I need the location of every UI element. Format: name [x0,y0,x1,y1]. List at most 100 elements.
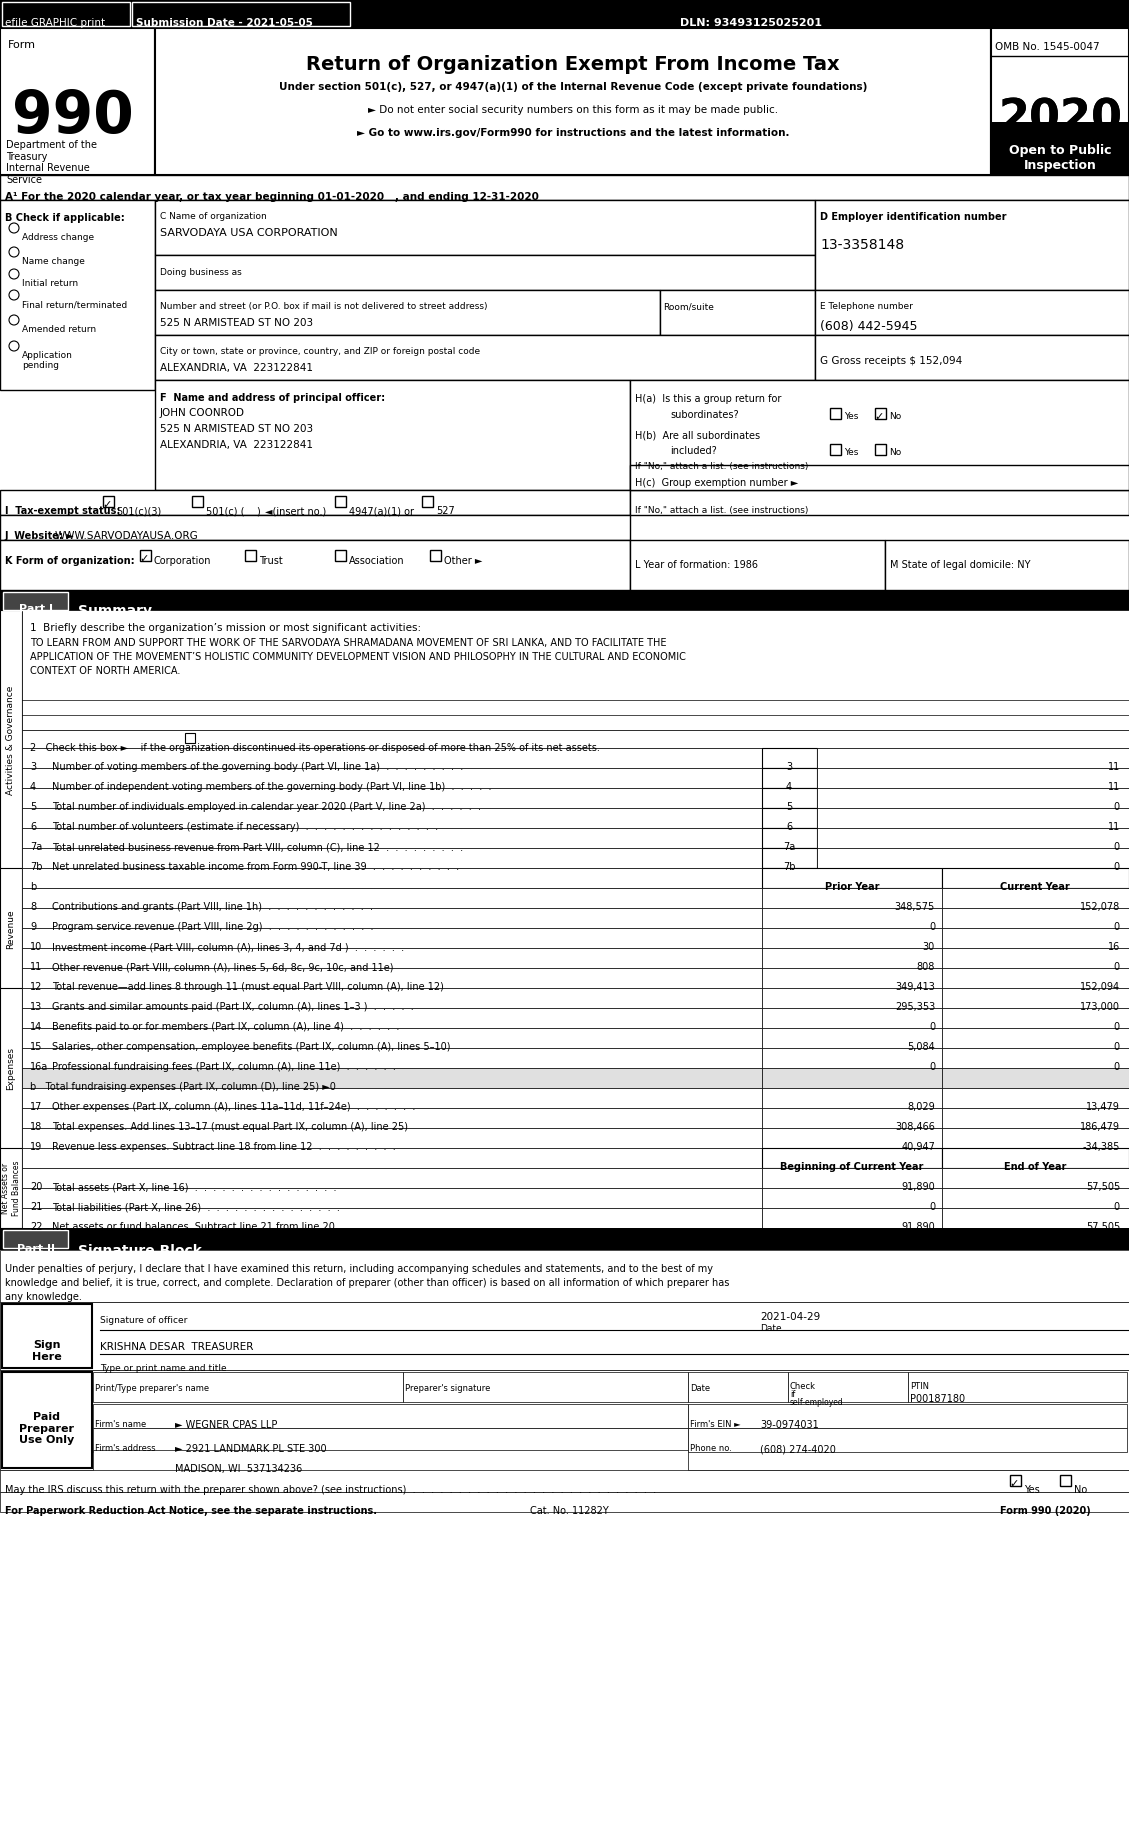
Text: ✓: ✓ [1009,1480,1018,1489]
Bar [630,541,885,590]
Text: Revenue less expenses. Subtract line 18 from line 12  .  .  .  .  .  .  .  .  .: Revenue less expenses. Subtract line 18 … [52,1142,396,1153]
Bar [942,908,1129,928]
Text: 13,479: 13,479 [1086,1102,1120,1113]
Text: ► Do not enter social security numbers on this form as it may be made public.: ► Do not enter social security numbers o… [368,104,778,115]
Text: 7a: 7a [782,842,795,851]
Text: 13: 13 [30,1001,42,1012]
Text: if: if [790,1390,795,1399]
Bar [942,948,1129,968]
Text: 4: 4 [30,782,36,791]
Text: ✓: ✓ [139,554,148,565]
Text: L Year of formation: 1986: L Year of formation: 1986 [634,561,758,570]
Text: If "No," attach a list. (see instructions): If "No," attach a list. (see instruction… [634,462,808,471]
Bar [817,828,1129,848]
Text: Number of independent voting members of the governing body (Part VI, line 1b)  .: Number of independent voting members of … [52,782,491,791]
Bar [21,1089,762,1107]
Bar [942,1107,1129,1127]
Bar [0,1250,1129,1303]
Bar [815,334,1129,380]
Bar [688,1372,788,1401]
Bar [875,407,886,418]
Text: Paid
Preparer
Use Only: Paid Preparer Use Only [19,1412,75,1445]
Text: Final return/terminated: Final return/terminated [21,300,128,309]
Text: 186,479: 186,479 [1080,1122,1120,1133]
Text: Date: Date [760,1325,781,1334]
Text: Initial return: Initial return [21,280,78,289]
Text: (608) 442-5945: (608) 442-5945 [820,320,918,333]
Text: If "No," attach a list. (see instructions): If "No," attach a list. (see instruction… [634,506,808,515]
Bar [140,550,151,561]
Bar [688,1429,1127,1452]
Bar [942,1167,1129,1188]
Text: 0: 0 [1114,862,1120,871]
Bar [155,334,815,380]
Bar [155,256,815,290]
Text: ALEXANDRIA, VA  223122841: ALEXANDRIA, VA 223122841 [160,364,313,373]
Text: Other revenue (Part VIII, column (A), lines 5, 6d, 8c, 9c, 10c, and 11e): Other revenue (Part VIII, column (A), li… [52,963,394,972]
Bar [762,1147,942,1167]
Text: 40,947: 40,947 [901,1142,935,1153]
Text: Total revenue—add lines 8 through 11 (must equal Part VIII, column (A), line 12): Total revenue—add lines 8 through 11 (mu… [52,981,444,992]
Bar [817,767,1129,787]
Bar [0,515,630,541]
Text: No: No [889,448,901,457]
Text: Net assets or fund balances. Subtract line 21 from line 20  .  .  .  .  .  .  .: Net assets or fund balances. Subtract li… [52,1222,400,1231]
Text: PTIN: PTIN [910,1381,929,1390]
Bar [21,1167,762,1188]
Text: SARVODAYA USA CORPORATION: SARVODAYA USA CORPORATION [160,228,338,238]
Bar [830,444,841,455]
Bar [762,988,942,1009]
Bar [0,199,155,389]
Bar [991,27,1129,175]
Text: D Employer identification number: D Employer identification number [820,212,1006,223]
Bar [21,787,762,808]
Bar [1060,1474,1071,1485]
Text: 525 N ARMISTEAD ST NO 203: 525 N ARMISTEAD ST NO 203 [160,424,313,435]
Text: H(c)  Group exemption number ►: H(c) Group exemption number ► [634,479,798,488]
Bar [762,1089,942,1107]
Bar [21,848,762,868]
Text: 10: 10 [30,943,42,952]
Bar [762,808,817,828]
Bar [0,610,21,870]
Bar [21,731,1129,747]
Text: Revenue: Revenue [7,910,16,948]
Text: Prior Year: Prior Year [825,882,879,892]
Text: Total unrelated business revenue from Part VIII, column (C), line 12  .  .  .  .: Total unrelated business revenue from Pa… [52,842,463,851]
Text: 91,890: 91,890 [901,1222,935,1231]
Text: Grants and similar amounts paid (Part IX, column (A), lines 1–3 )  .  .  .  .  .: Grants and similar amounts paid (Part IX… [52,1001,413,1012]
Text: 13-3358148: 13-3358148 [820,238,904,252]
Text: ► 2921 LANDMARK PL STE 300: ► 2921 LANDMARK PL STE 300 [175,1443,326,1454]
Bar [815,199,1129,290]
Bar [93,1451,688,1473]
Text: 808: 808 [917,963,935,972]
Text: Association: Association [349,555,404,566]
Text: Type or print name and title: Type or print name and title [100,1365,227,1374]
Text: 14: 14 [30,1021,42,1032]
Bar [1010,1474,1021,1485]
Text: 0: 0 [1114,923,1120,932]
Text: Phone no.: Phone no. [690,1443,732,1452]
Text: ✓: ✓ [874,413,883,422]
Bar [0,590,1129,612]
Text: 2   Check this box ►    if the organization discontinued its operations or dispo: 2 Check this box ► if the organization d… [30,744,599,753]
Text: Under section 501(c), 527, or 4947(a)(1) of the Internal Revenue Code (except pr: Under section 501(c), 527, or 4947(a)(1)… [279,82,867,91]
Bar [762,1167,942,1188]
Text: 22: 22 [30,1222,43,1231]
Text: Total liabilities (Part X, line 26)  .  .  .  .  .  .  .  .  .  .  .  .  .  .  .: Total liabilities (Part X, line 26) . . … [52,1202,340,1211]
Bar [762,1009,942,1029]
Bar [762,1127,942,1147]
Bar [21,948,762,968]
Text: Program service revenue (Part VIII, line 2g)  .  .  .  .  .  .  .  .  .  .  .  .: Program service revenue (Part VIII, line… [52,923,374,932]
Text: 308,466: 308,466 [895,1122,935,1133]
Text: H(a)  Is this a group return for: H(a) Is this a group return for [634,395,781,404]
Text: OMB No. 1545-0047: OMB No. 1545-0047 [995,42,1100,51]
Text: Total expenses. Add lines 13–17 (must equal Part IX, column (A), line 25): Total expenses. Add lines 13–17 (must eq… [52,1122,408,1133]
Text: 11: 11 [1108,822,1120,831]
Text: Open to Public
Inspection: Open to Public Inspection [1008,144,1111,172]
Bar [630,466,1129,490]
Text: Net unrelated business taxable income from Form 990-T, line 39  .  .  .  .  .  .: Net unrelated business taxable income fr… [52,862,460,871]
Text: No: No [1074,1485,1087,1494]
Text: 173,000: 173,000 [1080,1001,1120,1012]
Text: Check: Check [790,1381,816,1390]
